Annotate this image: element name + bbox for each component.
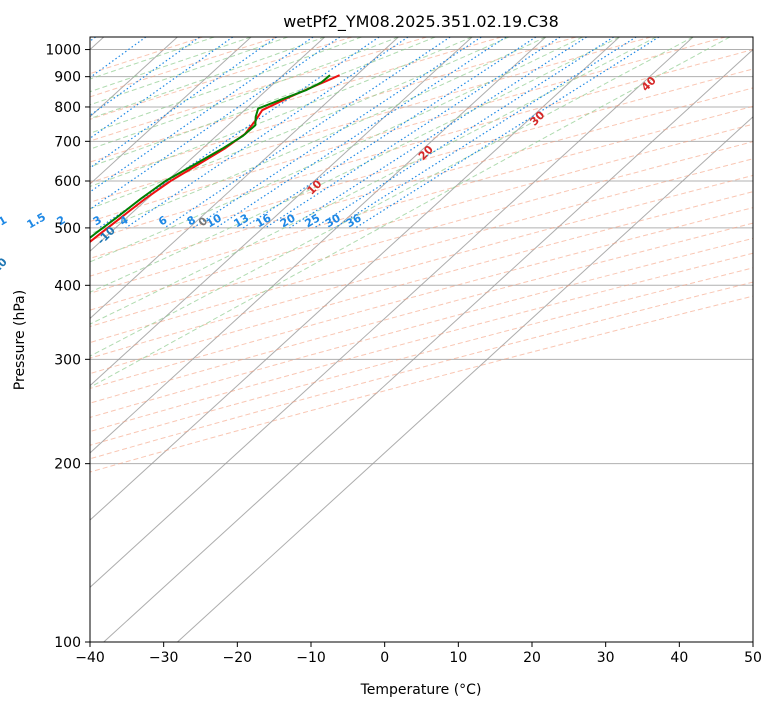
x-tick-label: 40 xyxy=(670,650,688,666)
dry-adiabat-line xyxy=(90,68,753,259)
mixing-ratio-label: 1 xyxy=(0,213,9,228)
moist-adiabat-line xyxy=(90,37,657,325)
isotherm-line xyxy=(103,48,753,642)
x-tick-label: 20 xyxy=(523,650,541,666)
x-axis: −40 −30 −20 −10 0 10 20 30 40 50 xyxy=(75,642,762,666)
y-tick-label: 600 xyxy=(54,174,81,190)
moist-adiabat-line xyxy=(90,37,510,210)
dry-adiabat-line xyxy=(90,174,753,359)
x-axis-label: Temperature (°C) xyxy=(360,682,482,698)
dry-adiabat-line xyxy=(90,37,278,98)
isotherm-line xyxy=(90,37,694,589)
mixing-ratio-label: 1.5 xyxy=(25,210,48,231)
isotherm-line xyxy=(90,37,252,185)
dry-adiabat-line xyxy=(90,49,753,241)
dry-adiabat-line xyxy=(90,87,753,277)
isotherm-line xyxy=(177,116,753,642)
x-tick-label: −10 xyxy=(296,650,326,666)
moist-adiabat-line xyxy=(90,37,252,93)
dry-adiabat-line xyxy=(90,37,427,142)
mixing-ratio-line xyxy=(264,37,561,229)
y-axis-label: Pressure (hPa) xyxy=(12,290,28,390)
y-tick-label: 500 xyxy=(54,221,81,237)
dry-adiabat-line xyxy=(90,158,753,344)
x-tick-label: 30 xyxy=(597,650,615,666)
dry-adiabat-line xyxy=(90,281,753,460)
x-tick-label: 0 xyxy=(380,650,389,666)
dry-adiabat-line xyxy=(90,222,753,404)
temperature-profile-line xyxy=(90,74,341,244)
y-tick-label: 400 xyxy=(54,278,81,294)
mixing-ratio-line xyxy=(90,37,341,210)
isotherm-line xyxy=(90,37,326,252)
x-tick-label: −40 xyxy=(75,650,105,666)
mixing-ratio-line xyxy=(164,37,451,229)
x-tick-label: −20 xyxy=(223,650,253,666)
dewpoint-profile-line xyxy=(90,74,331,240)
x-tick-label: −30 xyxy=(149,650,179,666)
y-tick-label: 800 xyxy=(54,100,81,116)
plot-frame xyxy=(89,36,754,643)
moist-adiabat-line xyxy=(90,37,362,134)
mixing-ratio-line xyxy=(98,37,380,229)
dry-adiabat-line xyxy=(90,237,753,418)
chart-title: wetPf2_YM08.2025.351.02.19.C38 xyxy=(283,12,559,32)
y-tick-label: 300 xyxy=(54,352,81,368)
dry-adiabat-line xyxy=(90,295,753,473)
moist-adiabat-line xyxy=(90,37,325,120)
x-tick-label: 50 xyxy=(744,650,762,666)
dry-adiabat-line xyxy=(90,123,753,311)
x-tick-label: 10 xyxy=(449,650,467,666)
data-lines xyxy=(90,74,341,244)
dry-adiabat-line xyxy=(90,37,502,163)
isotherm-label: -20 xyxy=(0,255,10,278)
isotherm-line xyxy=(90,37,620,521)
moist-adiabat-line xyxy=(90,37,473,188)
moist-adiabat-line xyxy=(90,37,547,235)
dry-adiabat-line xyxy=(90,191,753,375)
mixing-ratio-line xyxy=(192,37,482,229)
y-tick-label: 900 xyxy=(54,70,81,86)
mixing-ratio-line xyxy=(90,37,96,42)
moist-adiabat-line xyxy=(90,37,731,388)
plot-background xyxy=(90,37,753,642)
y-axis: 100 200 300 400 500 600 700 800 900 1000 xyxy=(45,43,90,651)
mixing-ratio-line xyxy=(125,37,409,229)
isotherm-line xyxy=(90,37,399,320)
dry-adiabat-line xyxy=(90,37,651,203)
y-tick-label: 100 xyxy=(54,635,81,651)
background-lines xyxy=(90,37,753,642)
dry-adiabat-line xyxy=(90,267,753,446)
mixing-ratio-line xyxy=(289,37,587,229)
y-tick-label: 200 xyxy=(54,457,81,473)
mixing-ratio-line xyxy=(90,37,234,140)
y-tick-label: 700 xyxy=(54,134,81,150)
mixing-ratio-line xyxy=(215,37,507,229)
dry-adiabat-line xyxy=(90,252,753,433)
dry-adiabat-line xyxy=(90,37,726,223)
isotherm-line xyxy=(90,37,473,387)
mixing-ratio-line xyxy=(334,37,637,229)
y-tick-label: 1000 xyxy=(45,43,81,59)
moist-adiabat-line xyxy=(90,37,694,357)
